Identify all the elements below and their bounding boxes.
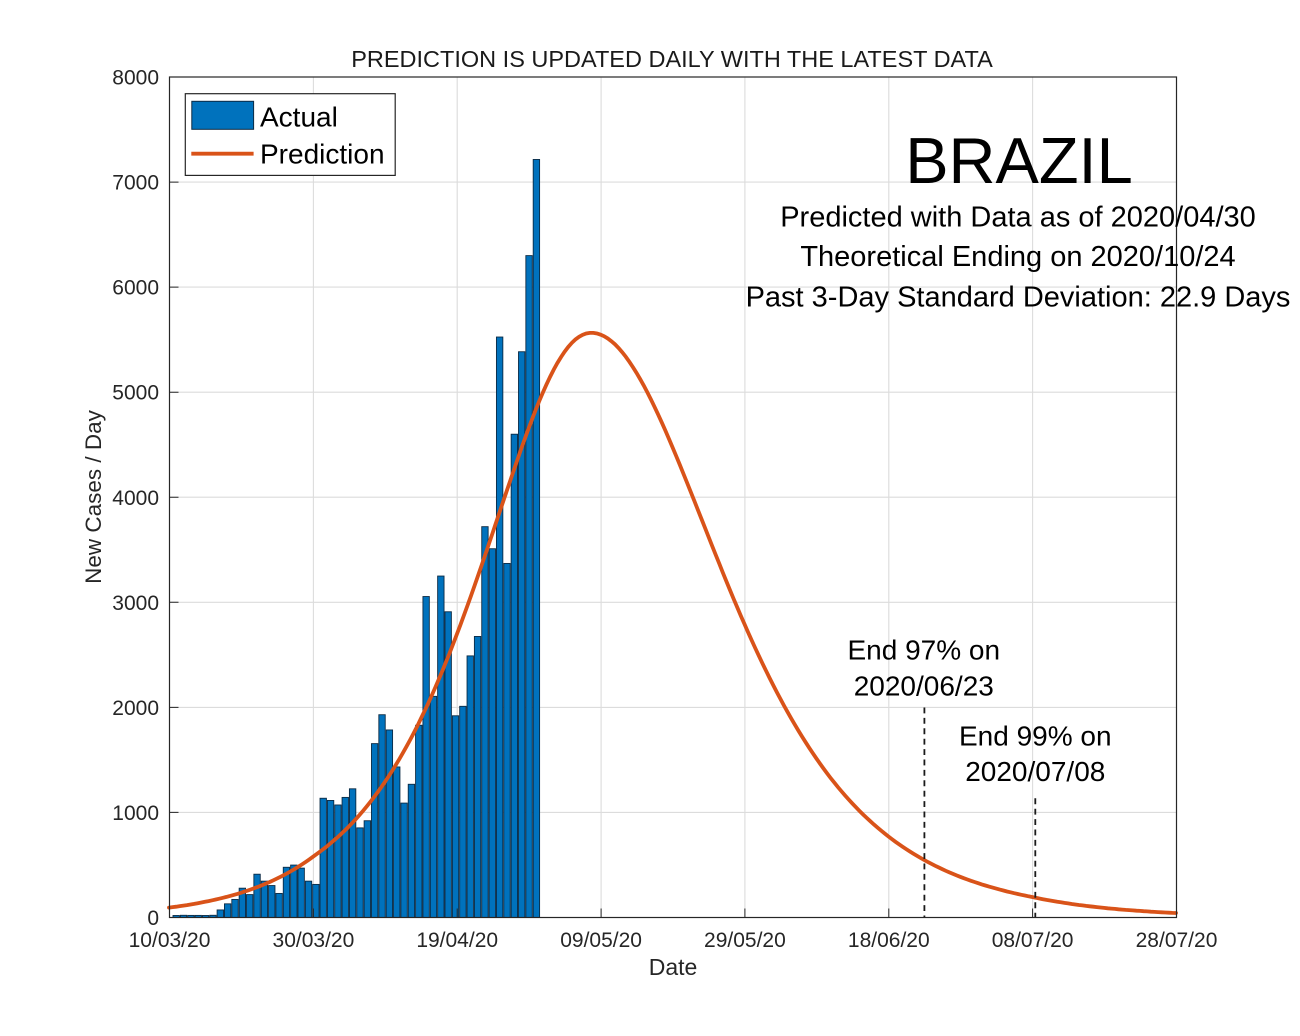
svg-text:PREDICTION IS UPDATED DAILY WI: PREDICTION IS UPDATED DAILY WITH THE LAT… [351,46,993,72]
svg-text:4000: 4000 [112,487,159,510]
svg-text:10/03/20: 10/03/20 [129,929,211,952]
svg-text:End 97% on: End 97% on [848,635,1001,666]
svg-text:5000: 5000 [112,382,159,405]
svg-text:Date: Date [649,954,698,980]
svg-text:2000: 2000 [112,697,159,720]
svg-text:Prediction: Prediction [260,139,385,170]
svg-text:09/05/20: 09/05/20 [560,929,642,952]
svg-text:28/07/20: 28/07/20 [1136,929,1218,952]
svg-text:2020/07/08: 2020/07/08 [965,756,1105,787]
svg-text:08/07/20: 08/07/20 [992,929,1074,952]
svg-text:Theoretical Ending on 2020/10/: Theoretical Ending on 2020/10/24 [800,241,1235,273]
svg-text:End 99% on: End 99% on [959,721,1112,752]
svg-text:BRAZIL: BRAZIL [905,124,1133,197]
svg-text:Actual: Actual [260,102,338,133]
svg-text:30/03/20: 30/03/20 [273,929,355,952]
svg-text:New Cases / Day: New Cases / Day [81,409,106,584]
svg-text:6000: 6000 [112,277,159,300]
svg-text:2020/06/23: 2020/06/23 [854,671,994,702]
svg-text:Past 3-Day Standard Deviation:: Past 3-Day Standard Deviation: 22.9 Days [746,281,1291,313]
svg-text:1000: 1000 [112,802,159,825]
svg-text:Predicted with Data as of 2020: Predicted with Data as of 2020/04/30 [780,202,1256,234]
svg-text:19/04/20: 19/04/20 [416,929,498,952]
svg-text:18/06/20: 18/06/20 [848,929,930,952]
svg-text:29/05/20: 29/05/20 [704,929,786,952]
svg-text:0: 0 [147,907,159,930]
svg-text:3000: 3000 [112,592,159,615]
svg-text:8000: 8000 [112,67,159,90]
svg-text:7000: 7000 [112,172,159,195]
